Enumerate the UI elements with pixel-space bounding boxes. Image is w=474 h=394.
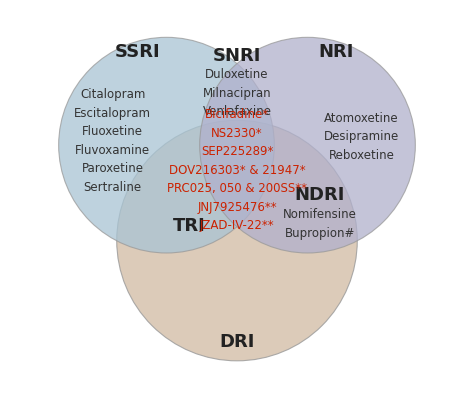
Circle shape [117,120,357,361]
Text: DRI: DRI [219,333,255,351]
Text: TRI: TRI [173,217,206,235]
Text: Bicifadine*
NS2330*
SEP225289*
DOV216303* & 21947*
PRC025, 050 & 200SS**
JNJ7925: Bicifadine* NS2330* SEP225289* DOV216303… [167,108,307,232]
Text: SNRI: SNRI [213,47,261,65]
Text: Duloxetine
Milnacipran
Venlafaxine: Duloxetine Milnacipran Venlafaxine [202,68,272,118]
Text: SSRI: SSRI [115,43,160,61]
Text: NRI: NRI [319,43,354,61]
Circle shape [200,37,415,253]
Text: Citalopram
Escitalopram
Fluoxetine
Fluvoxamine
Paroxetine
Sertraline: Citalopram Escitalopram Fluoxetine Fluvo… [74,88,151,194]
Text: Atomoxetine
Desipramine
Reboxetine: Atomoxetine Desipramine Reboxetine [324,112,399,162]
Circle shape [59,37,274,253]
Text: Nomifensine
Bupropion#: Nomifensine Bupropion# [283,208,357,240]
Text: NDRI: NDRI [295,186,345,204]
